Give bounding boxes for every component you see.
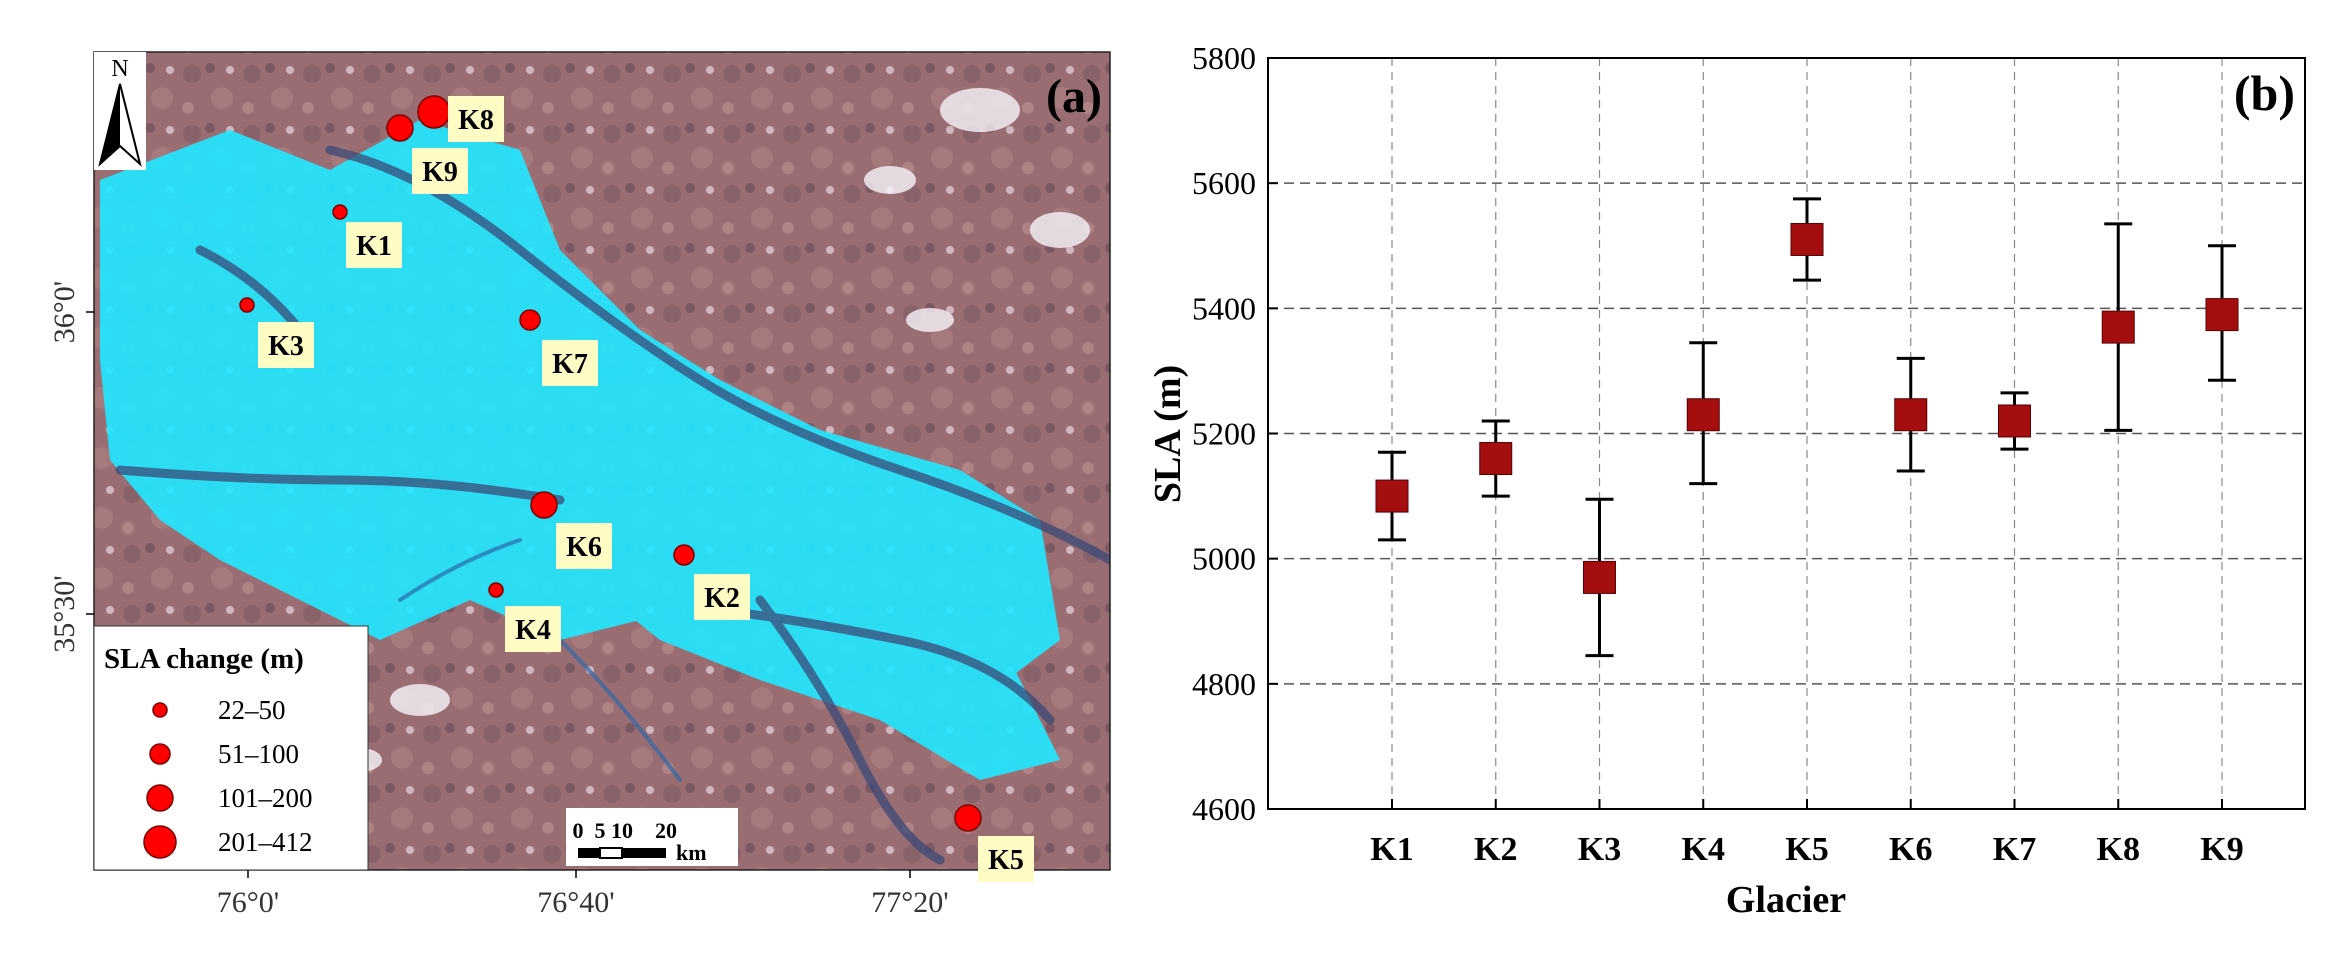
y-tick-label: 5400 [1192, 290, 1256, 326]
data-point [1790, 222, 1824, 256]
marker-label-box [346, 222, 402, 268]
data-points [1375, 222, 2239, 594]
x-tick-label: K2 [1474, 831, 1517, 868]
plot-frame [1267, 57, 2306, 810]
y-tick-labels: 4600 4800 5000 5200 5400 5600 5800 [1192, 40, 1256, 827]
x-tick-label: K1 [1370, 831, 1413, 868]
y-tick-label: 4600 [1192, 791, 1256, 827]
data-point [1479, 442, 1513, 476]
chart-panel: 4600 4800 5000 5200 5400 5600 5800 K1 K2 K3 K4 K5 K… [1140, 0, 2349, 960]
marker-label-box [694, 574, 750, 620]
data-point [1583, 560, 1616, 594]
map-panel: N (a) 76°0' 76°40' 77°20' 36°0' 35°30' K1 K2 K… [0, 0, 1140, 960]
map-panel-label: (a) [1046, 70, 1102, 123]
y-tick-label: 5200 [1192, 416, 1256, 452]
y-tick-label: 5800 [1192, 40, 1256, 76]
marker-label-box [448, 96, 504, 142]
marker-dot [673, 544, 695, 566]
marker-label-box [978, 836, 1034, 882]
marker-dot [386, 114, 414, 142]
glacier-marker: K8 [417, 95, 504, 142]
x-tick-labels: K1 K2 K3 K4 K5 K6 K7 K8 K9 [1370, 831, 2243, 868]
legend-symbol [149, 743, 171, 765]
marker-label-box [556, 523, 612, 569]
marker-dot [954, 804, 982, 832]
legend-title: SLA change (m) [104, 643, 304, 675]
marker-label-box [505, 606, 561, 652]
marker-label-box [412, 148, 468, 194]
legend-item-label: 201–412 [218, 827, 313, 857]
glacier-marker: K9 [386, 114, 468, 194]
marker-label: K7 [552, 349, 588, 380]
legend-symbol [143, 825, 177, 859]
marker-label: K6 [566, 532, 602, 563]
map-x-tick-label: 77°20' [871, 886, 948, 919]
sla-change-legend: SLA change (m) 22–50 51–100 101–200 201–412 [93, 625, 369, 871]
data-point [1894, 398, 1928, 432]
legend-symbol [146, 784, 174, 812]
marker-dot [488, 582, 504, 598]
map-axis-ticks: 76°0' 76°40' 77°20' 36°0' 35°30' [48, 281, 949, 919]
marker-label-box [542, 340, 598, 386]
map-x-tick-label: 76°0' [217, 886, 279, 919]
x-tick-label: K9 [2200, 831, 2243, 868]
glacier-marker: K4 [488, 582, 561, 652]
marker-label: K2 [704, 583, 740, 614]
marker-dot [417, 95, 451, 129]
legend-item-label: 101–200 [218, 783, 313, 813]
x-tick-label: K8 [2097, 831, 2140, 868]
map-figure: N (a) 76°0' 76°40' 77°20'36°0'35°30' K1K2K… [48, 51, 1111, 919]
scale-tick-label: 5 [595, 818, 606, 843]
scale-tick-label: 20 [655, 818, 677, 843]
y-tick-label: 5600 [1192, 165, 1256, 201]
north-arrow: N [94, 52, 146, 170]
scale-bar: 0 5 10 20 km [566, 808, 738, 866]
x-tick-label: K6 [1889, 831, 1932, 868]
data-point [1686, 398, 1720, 432]
x-tick-label: K4 [1682, 831, 1725, 868]
map-y-tick-label: 36°0' [48, 281, 81, 343]
marker-dot [332, 204, 348, 220]
x-tick-label: K5 [1785, 831, 1828, 868]
scale-tick-label: 0 [573, 818, 584, 843]
data-point [1375, 479, 1409, 513]
chart-grid [1268, 57, 2305, 810]
glacier-marker: K2 [673, 544, 750, 620]
glacier-marker: K1 [332, 204, 402, 268]
x-axis-label: Glacier [1726, 879, 1846, 921]
legend-item-label: 51–100 [218, 739, 299, 769]
data-point [2101, 310, 2135, 344]
scale-tick-label: 10 [611, 818, 633, 843]
chart-panel-label: (b) [2234, 65, 2295, 121]
map-x-tick-label: 76°40' [537, 886, 614, 919]
scale-unit: km [676, 840, 707, 865]
map-y-tick-label: 35°30' [48, 575, 81, 652]
marker-dot [519, 309, 541, 331]
marker-label: K4 [515, 615, 551, 646]
marker-label: K8 [458, 105, 494, 136]
north-label: N [111, 56, 128, 82]
glacier-marker: K5 [954, 804, 1034, 882]
x-tick-label: K7 [1993, 831, 2036, 868]
legend-item-label: 22–50 [218, 695, 286, 725]
marker-label: K1 [356, 231, 392, 262]
data-point [1998, 404, 2031, 438]
x-tick-label: K3 [1578, 831, 1621, 868]
y-axis-label: SLA (m) [1147, 365, 1189, 503]
y-tick-label: 5000 [1192, 541, 1256, 577]
glacier-marker: K3 [239, 297, 314, 368]
data-point [2205, 298, 2239, 332]
legend-symbol [152, 702, 168, 718]
marker-label-box [258, 322, 314, 368]
marker-dot [530, 491, 558, 519]
glacier-marker: K7 [519, 309, 598, 386]
marker-label: K5 [988, 845, 1024, 876]
marker-label: K3 [268, 331, 304, 362]
y-tick-label: 4800 [1192, 666, 1256, 702]
marker-dot [239, 297, 255, 313]
marker-label: K9 [422, 157, 458, 188]
glacier-marker: K6 [530, 491, 612, 569]
